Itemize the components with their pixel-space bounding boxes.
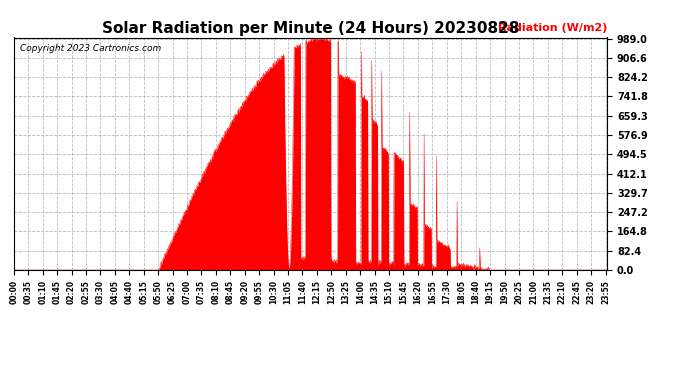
Text: Radiation (W/m2): Radiation (W/m2) (497, 23, 607, 33)
Title: Solar Radiation per Minute (24 Hours) 20230828: Solar Radiation per Minute (24 Hours) 20… (101, 21, 520, 36)
Text: Copyright 2023 Cartronics.com: Copyright 2023 Cartronics.com (20, 45, 161, 54)
